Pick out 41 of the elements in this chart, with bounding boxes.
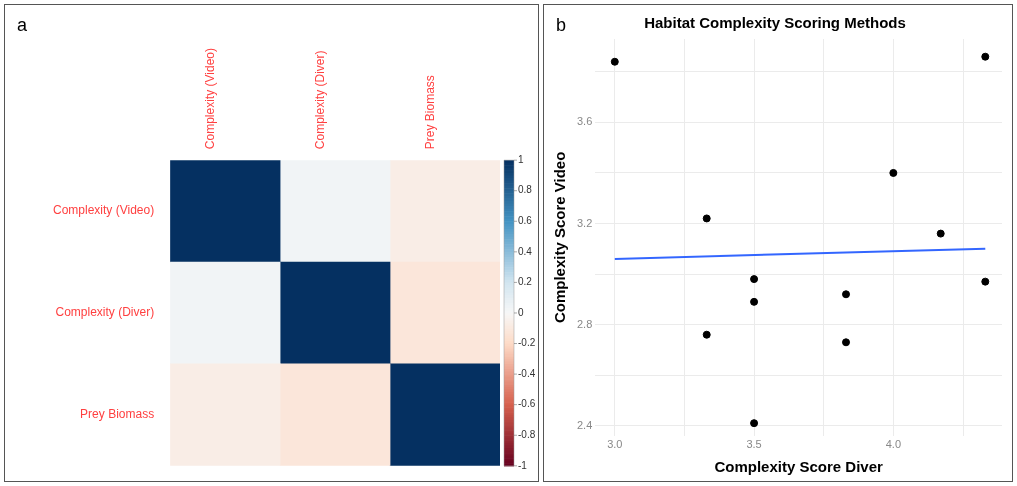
x-tick-label: Complexity (Diver): [312, 50, 327, 150]
color-bar-label: 1: [518, 153, 524, 165]
point: [702, 214, 711, 223]
point: [750, 275, 759, 284]
y-axis-title: Complexity Score Video: [551, 151, 569, 324]
x-axis-title: Complexity Score Diver: [714, 458, 883, 476]
x-tick-label: Complexity (Video): [203, 47, 218, 150]
color-bar-label: -0.8: [518, 428, 536, 440]
color-bar-label: 0.6: [518, 215, 533, 227]
y-tick-label: Prey Biomass: [80, 407, 155, 422]
y-tick-label: 2.4: [576, 418, 593, 431]
point: [750, 419, 759, 428]
x-tick-label: 3.0: [607, 438, 623, 451]
point: [842, 338, 850, 347]
color-bar-label: -0.6: [518, 398, 536, 410]
chart-title: Habitat Complexity Scoring Methods: [644, 14, 906, 32]
x-tick-label: 4.0: [885, 438, 902, 451]
color-bar-label: -1: [518, 459, 528, 471]
x-tick-label: Prey Biomass: [422, 75, 437, 150]
color-bar-label: 0.2: [518, 276, 533, 288]
point: [750, 297, 759, 306]
x-tick-label: 3.5: [746, 438, 762, 451]
y-tick-label: Complexity (Video): [52, 203, 155, 218]
text: b: [556, 15, 567, 36]
color-bar-label: 0: [518, 306, 524, 318]
y-tick-label: 3.2: [576, 216, 593, 229]
y-tick-label: Complexity (Diver): [55, 305, 155, 320]
point: [981, 277, 990, 286]
color-bar-label: -0.2: [518, 337, 536, 349]
color-bar-label: 0.4: [518, 245, 533, 257]
point: [889, 168, 898, 177]
point: [610, 57, 619, 66]
color-bar-label: 0.8: [518, 184, 533, 196]
point: [936, 229, 945, 238]
point: [981, 52, 990, 61]
y-tick-label: 3.6: [576, 115, 593, 128]
point: [702, 330, 711, 339]
y-tick-label: 2.8: [576, 317, 593, 330]
text: a: [17, 15, 28, 36]
point: [842, 290, 850, 299]
color-bar-label: -0.4: [518, 367, 536, 379]
